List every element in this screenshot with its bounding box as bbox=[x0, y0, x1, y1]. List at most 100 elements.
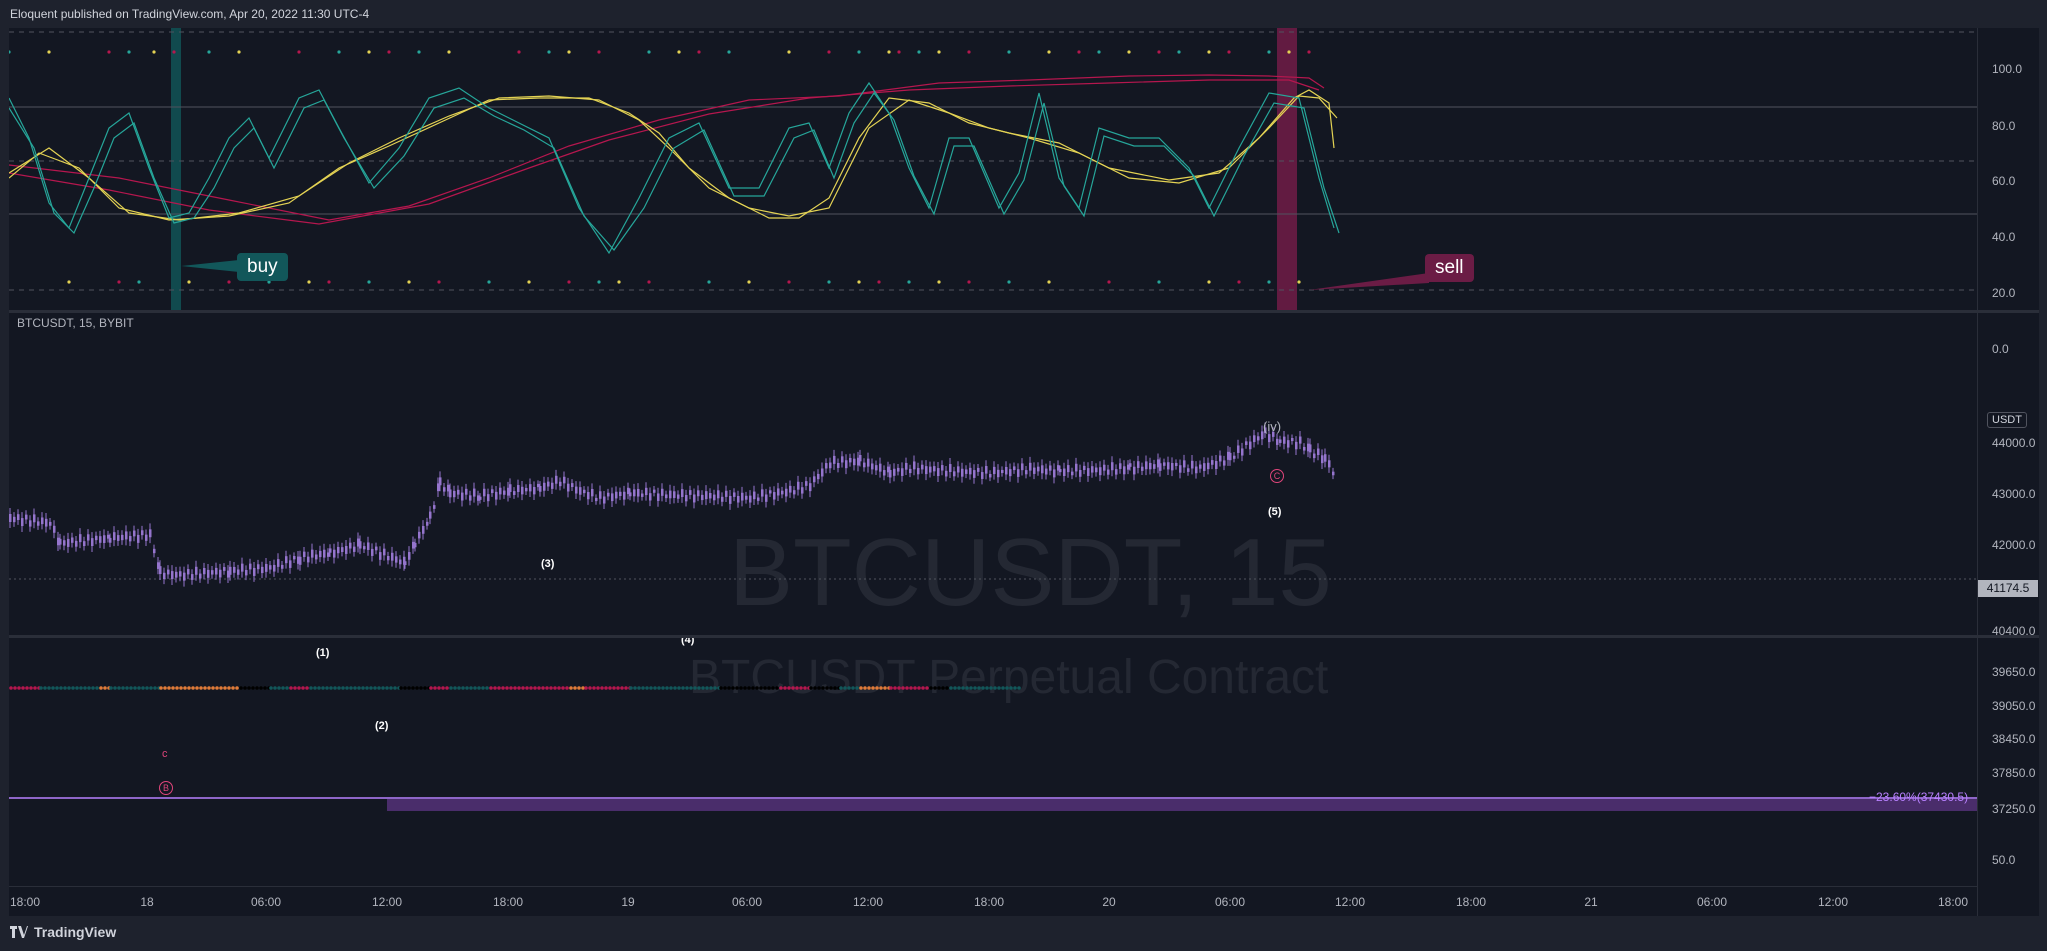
price-axis[interactable]: 100.0 80.0 60.0 40.0 20.0 0.0 44000.0 43… bbox=[1977, 28, 2040, 916]
brand-name: TradingView bbox=[34, 924, 117, 940]
signal-dot-top bbox=[417, 50, 421, 54]
strip-dot bbox=[263, 686, 267, 690]
pane-separator[interactable] bbox=[9, 310, 2039, 313]
candle-body bbox=[357, 538, 360, 547]
candle-body bbox=[623, 491, 626, 500]
time-axis[interactable]: 18:00 18 06:00 12:00 18:00 19 06:00 12:0… bbox=[9, 886, 1977, 917]
candle-body bbox=[1253, 435, 1256, 443]
candle-body bbox=[875, 465, 878, 471]
candle-body bbox=[412, 541, 415, 549]
candle-body bbox=[665, 494, 668, 499]
candle-body bbox=[697, 490, 700, 497]
strip-dot bbox=[309, 686, 313, 690]
tradingview-logo[interactable]: TradingView bbox=[10, 924, 116, 940]
strip-dot bbox=[747, 686, 751, 690]
strip-dot bbox=[227, 686, 231, 690]
signal-dot-bottom bbox=[567, 280, 571, 284]
candle-body bbox=[985, 466, 988, 474]
oscillator-pane[interactable] bbox=[9, 28, 1977, 310]
strip-dot bbox=[175, 686, 179, 690]
price-tick: 42000.0 bbox=[1992, 538, 2036, 552]
signal-dot-top bbox=[897, 50, 901, 54]
pane-separator-2[interactable] bbox=[9, 635, 2039, 638]
candle-body bbox=[517, 485, 520, 492]
strip-dot bbox=[719, 686, 723, 690]
candle-body bbox=[1115, 469, 1118, 475]
strip-dot bbox=[373, 686, 377, 690]
candle-body bbox=[469, 495, 472, 501]
strip-dot bbox=[39, 686, 43, 690]
candle-body bbox=[437, 483, 440, 492]
candle-body bbox=[1264, 427, 1267, 434]
signal-dot-top bbox=[857, 50, 861, 54]
chart-frame[interactable]: buy sell BTCUSDT, 15, BYBIT BTCUSDT, 15 … bbox=[9, 28, 2039, 916]
candle-body bbox=[841, 456, 844, 463]
strip-dot bbox=[365, 686, 369, 690]
price-tick: 43000.0 bbox=[1992, 487, 2036, 501]
candle-body bbox=[1099, 467, 1102, 476]
strip-dot bbox=[381, 686, 385, 690]
candle-body bbox=[757, 497, 760, 501]
strip-dot bbox=[449, 686, 453, 690]
symbol-legend[interactable]: BTCUSDT, 15, BYBIT bbox=[17, 316, 134, 330]
strip-dot bbox=[665, 686, 669, 690]
candle-body bbox=[529, 484, 532, 492]
candle-body bbox=[1268, 434, 1271, 443]
strip-dot bbox=[411, 686, 415, 690]
strip-dot bbox=[251, 686, 255, 690]
candle-body bbox=[669, 490, 672, 499]
strip-dot bbox=[423, 686, 427, 690]
strip-dot bbox=[509, 686, 513, 690]
candle-body bbox=[1049, 465, 1052, 471]
candle-body bbox=[426, 521, 429, 526]
candle-body bbox=[641, 493, 644, 497]
candle-body bbox=[883, 470, 886, 476]
candle-body bbox=[801, 487, 804, 494]
candle-body bbox=[753, 491, 756, 500]
candle-body bbox=[117, 535, 120, 541]
currency-label[interactable]: USDT bbox=[1987, 412, 2027, 428]
signal-dot-bottom bbox=[1107, 280, 1111, 284]
signal-dot-bottom bbox=[1207, 280, 1211, 284]
candle-body bbox=[261, 566, 264, 574]
strip-dot bbox=[709, 686, 713, 690]
strip-dot bbox=[759, 686, 763, 690]
candle-body bbox=[1163, 462, 1166, 466]
signal-dot-bottom bbox=[597, 280, 601, 284]
time-tick: 18:00 bbox=[1937, 895, 1969, 909]
strip-dot bbox=[596, 686, 600, 690]
candle-body bbox=[1245, 441, 1248, 445]
buy-signal: buy bbox=[237, 253, 288, 281]
strip-dot bbox=[525, 686, 529, 690]
publish-header: Eloquent published on TradingView.com, A… bbox=[0, 0, 2047, 28]
signal-dot-top bbox=[237, 50, 241, 54]
candle-body bbox=[825, 463, 828, 469]
candle-body bbox=[709, 493, 712, 499]
candle-body bbox=[965, 469, 968, 474]
wave-label-1: (1) bbox=[316, 647, 330, 659]
osc-tick: 40.0 bbox=[1992, 230, 2016, 244]
signal-dot-top bbox=[597, 50, 601, 54]
candle-body bbox=[337, 546, 340, 554]
strip-dot bbox=[63, 686, 67, 690]
strip-dot bbox=[901, 686, 905, 690]
price-pane[interactable] bbox=[9, 313, 1977, 638]
watermark-description: BTCUSDT Perpetual Contract bbox=[689, 651, 1329, 704]
wave-label-2: (2) bbox=[375, 720, 389, 732]
candle-body bbox=[63, 540, 66, 546]
fib-label: −23.60%(37430.5) bbox=[1869, 790, 1969, 804]
signal-dot-top bbox=[1207, 50, 1211, 54]
signal-dot-bottom bbox=[1047, 280, 1051, 284]
candle-body bbox=[1119, 463, 1122, 469]
candle-body bbox=[171, 571, 174, 580]
strip-dot bbox=[537, 686, 541, 690]
strip-dot bbox=[693, 686, 697, 690]
indicator-strip[interactable] bbox=[9, 638, 1977, 886]
candle-body bbox=[95, 535, 98, 541]
candle-body bbox=[917, 467, 920, 475]
strip-dot bbox=[171, 686, 175, 690]
candle-body bbox=[945, 470, 948, 477]
candle-body bbox=[925, 466, 928, 475]
signal-dot-bottom bbox=[117, 280, 121, 284]
strip-dot bbox=[163, 686, 167, 690]
